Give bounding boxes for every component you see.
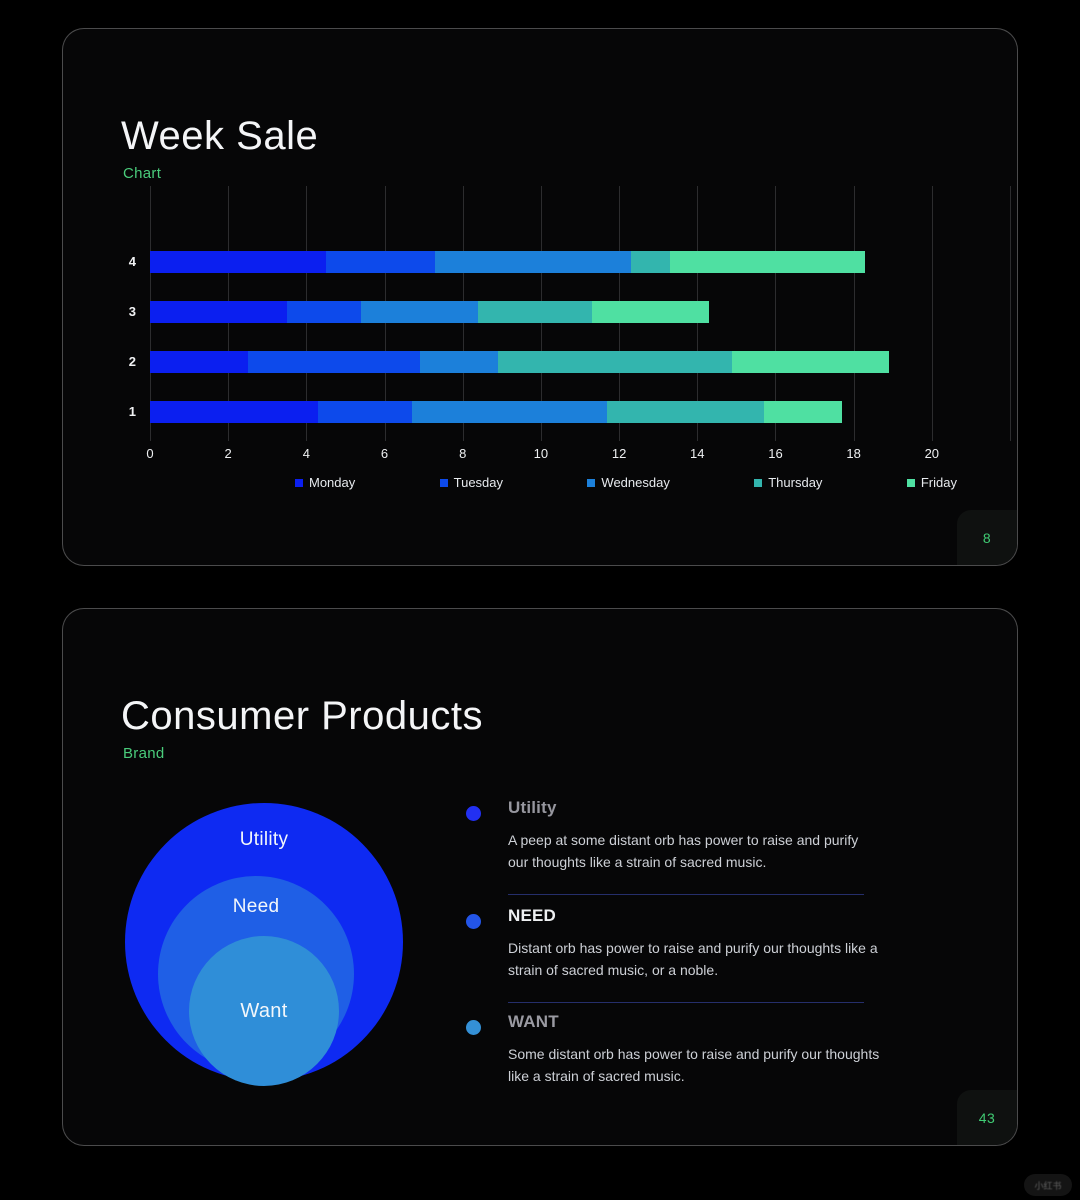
gridline — [775, 186, 777, 441]
x-tick-label: 18 — [846, 446, 861, 461]
category-label: 2 — [128, 354, 136, 369]
legend-label: Monday — [309, 475, 356, 490]
slide1-title: Week Sale — [121, 114, 319, 158]
legend-marker-icon — [439, 478, 448, 487]
chart-legend: Monday Tuesday Wednesday Thursday Friday — [295, 475, 957, 490]
bar-segment-thursday — [630, 251, 670, 273]
bullet-dot-icon — [466, 1020, 481, 1035]
bar-row-3: 3 — [129, 301, 1010, 323]
bar-segment-monday — [150, 401, 319, 423]
x-tick-label: 14 — [690, 446, 705, 461]
circle-label-want: Want — [240, 1000, 288, 1022]
x-tick-label: 16 — [768, 446, 783, 461]
bullet-utility: Utility A peep at some distant orb has p… — [466, 797, 886, 896]
bullet-text: A peep at some distant orb has power to … — [508, 832, 859, 870]
bullet-title: NEED — [508, 906, 557, 925]
bar-segment-monday — [150, 251, 326, 273]
stacked-bar-chart: 4 3 2 1 0 2 4 6 8 10 12 14 16 18 20 Monday Tuesday Wedn… — [129, 186, 1011, 490]
gridline — [853, 186, 855, 441]
x-tick-label: 12 — [611, 446, 627, 461]
bar-segment-thursday — [607, 401, 764, 423]
slide2-subtitle: Brand — [123, 745, 165, 762]
circle-want — [189, 936, 339, 1086]
x-tick-label: 0 — [146, 446, 154, 461]
slide-week-sale: Week Sale Chart 4 3 2 1 0 2 4 6 8 10 12 14 16 18 20 M… — [62, 28, 1018, 566]
bar-row-2: 2 — [129, 351, 1010, 373]
legend-item-friday: Friday — [906, 475, 957, 490]
bar-segment-wednesday — [435, 251, 631, 273]
divider — [508, 894, 864, 896]
slide-consumer-products: Consumer Products Brand Utility Need Want … — [62, 608, 1018, 1146]
bar-segment-tuesday — [318, 401, 412, 423]
bar-segment-friday — [669, 251, 866, 273]
divider — [508, 1002, 864, 1004]
bullet-need: NEED Distant orb has power to raise and … — [466, 905, 886, 1004]
bar-segment-thursday — [497, 351, 733, 373]
bar-segment-tuesday — [325, 251, 436, 273]
bar-segment-friday — [763, 401, 842, 423]
bar-segment-monday — [150, 301, 287, 323]
legend-marker-icon — [906, 478, 915, 487]
watermark-label: 小红书 — [1034, 1180, 1062, 1191]
x-tick-label: 20 — [924, 446, 940, 461]
bar-segment-tuesday — [286, 301, 362, 323]
bar-segment-wednesday — [411, 401, 608, 423]
legend-item-thursday: Thursday — [754, 475, 822, 490]
bar-segment-wednesday — [419, 351, 498, 373]
gridline — [931, 186, 933, 441]
bar-row-1: 1 — [129, 401, 1010, 423]
legend-marker-icon — [587, 478, 596, 487]
page-number-box: 43 — [957, 1090, 1017, 1145]
legend-label: Friday — [920, 475, 957, 490]
legend-label: Tuesday — [453, 475, 504, 490]
bullet-title: Utility — [508, 798, 557, 817]
legend-label: Wednesday — [601, 475, 670, 490]
bar-segment-monday — [150, 351, 248, 373]
bullet-dot-icon — [466, 806, 481, 821]
watermark-badge: 小红书 — [1024, 1174, 1072, 1196]
page-number-box: 8 — [957, 510, 1017, 565]
slide1-subtitle: Chart — [123, 165, 162, 182]
page-number: 43 — [978, 1109, 996, 1126]
bullet-title: WANT — [508, 1012, 559, 1031]
bar-row-4: 4 — [129, 251, 1010, 273]
bar-segment-thursday — [478, 301, 592, 323]
x-tick-label: 10 — [533, 446, 549, 461]
legend-label: Thursday — [768, 475, 823, 490]
bar-segment-tuesday — [247, 351, 420, 373]
slide2-title: Consumer Products — [121, 694, 483, 738]
legend-marker-icon — [754, 478, 763, 487]
legend-item-monday: Monday — [295, 475, 355, 490]
legend-marker-icon — [295, 478, 303, 487]
x-tick-label: 6 — [380, 446, 389, 461]
legend-item-wednesday: Wednesday — [587, 475, 670, 490]
bullet-text: Distant orb has power to raise and purif… — [508, 940, 878, 978]
bar-segment-friday — [591, 301, 709, 323]
bullet-dot-icon — [466, 914, 481, 929]
x-tick-label: 2 — [224, 446, 232, 461]
x-tick-label: 4 — [302, 446, 310, 461]
bar-segment-wednesday — [361, 301, 479, 323]
bar-segment-friday — [732, 351, 889, 373]
category-label: 3 — [128, 304, 136, 319]
circle-label-need: Need — [232, 896, 280, 917]
gridline — [1010, 186, 1011, 441]
x-tick-label: 8 — [459, 446, 467, 461]
bullet-want: WANT Some distant orb has power to raise… — [466, 1011, 886, 1087]
circle-label-utility: Utility — [239, 829, 289, 850]
category-label: 4 — [128, 254, 136, 269]
bullet-text: Some distant orb has power to raise and … — [508, 1046, 880, 1084]
page-number: 8 — [982, 529, 992, 546]
legend-item-tuesday: Tuesday — [439, 475, 504, 490]
category-label: 1 — [128, 404, 136, 419]
